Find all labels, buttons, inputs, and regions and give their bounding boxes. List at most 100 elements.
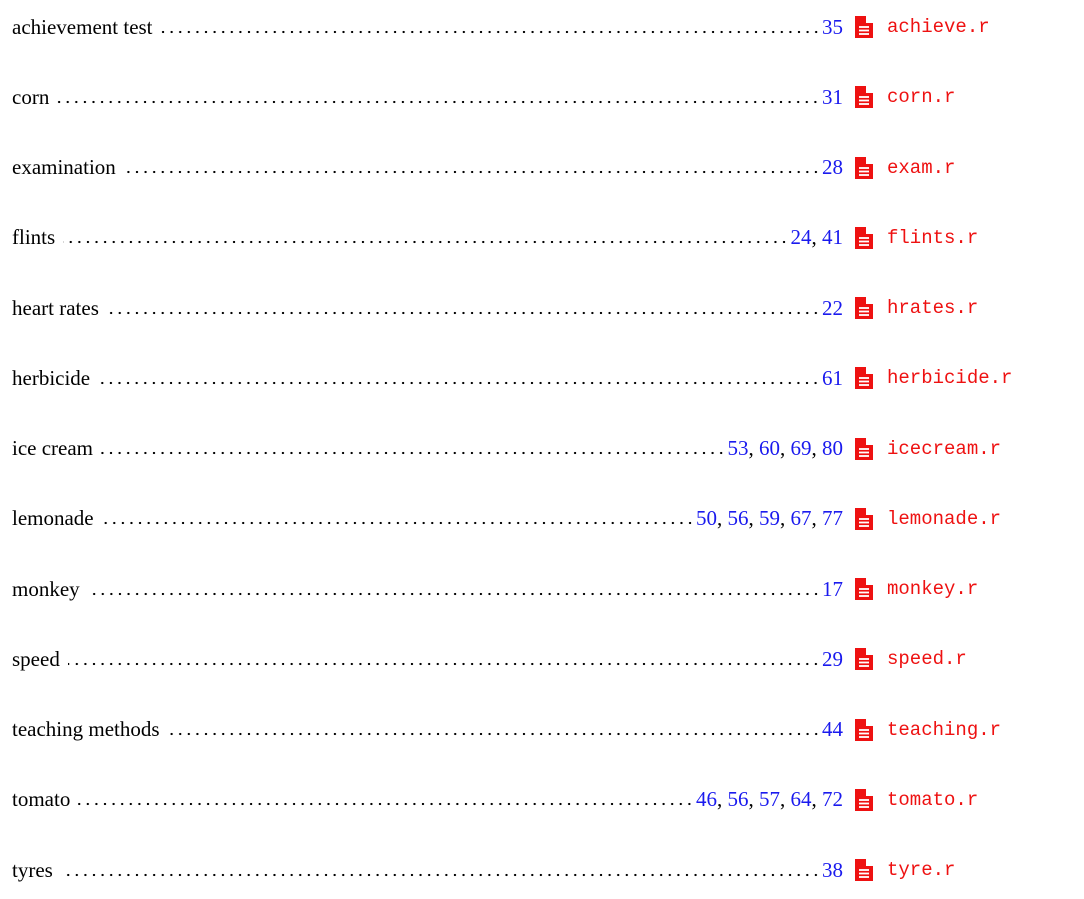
file-icon-fold — [866, 508, 873, 515]
page-list: 29 — [822, 647, 843, 672]
dot-leader — [98, 380, 820, 385]
entry-text: corn 31 — [12, 85, 843, 110]
file-link[interactable]: corn.r — [887, 86, 956, 109]
file-icon-line — [859, 451, 869, 453]
file-icon-line — [859, 735, 869, 738]
file-icon-line — [859, 314, 869, 316]
entry-name: tomato — [12, 787, 71, 812]
file-link[interactable]: monkey.r — [887, 578, 979, 600]
page-link[interactable]: 44 — [822, 717, 843, 741]
index-entry: tomato 4656576472 tomato.r — [12, 785, 1072, 815]
file-icon-line — [859, 103, 869, 106]
file-link[interactable]: teaching.r — [887, 718, 1002, 741]
page-link[interactable]: 17 — [822, 576, 843, 601]
file-icon-line — [859, 665, 869, 668]
page-list: 28 — [822, 155, 843, 180]
entry-name: lemonade — [12, 506, 94, 531]
page-link[interactable]: 61 — [822, 365, 843, 390]
file-icon-line — [859, 876, 869, 878]
file-icon — [855, 156, 873, 179]
entry-text: monkey 17 — [12, 577, 843, 602]
file-link[interactable]: speed.r — [887, 648, 967, 671]
file-link[interactable]: exam.r — [887, 156, 956, 179]
index-entry: heart rates 22 hrates.r — [12, 293, 1072, 323]
file-link[interactable]: achieve.r — [887, 16, 990, 38]
file-icon-line — [859, 236, 869, 239]
file-icon-fold — [866, 859, 873, 866]
entry-text: lemonade 5056596777 — [12, 506, 843, 531]
page-link[interactable]: 35 — [822, 14, 843, 39]
entry-text: tomato 4656576472 — [12, 787, 843, 812]
file-link[interactable]: lemonade.r — [887, 507, 1002, 530]
page-link[interactable]: 72 — [812, 787, 844, 811]
file-icon-line — [859, 805, 869, 808]
file-link[interactable]: icecream.r — [887, 437, 1002, 460]
file-icon-line — [859, 170, 869, 172]
file-icon-line — [859, 29, 869, 32]
dot-leader — [78, 802, 694, 807]
file-icon-line — [859, 591, 869, 594]
file-icon-fold — [866, 86, 873, 94]
index-entry: tyres 38 tyre.r — [12, 855, 1072, 885]
page-list: 31 — [822, 85, 843, 110]
dot-leader — [101, 521, 694, 526]
dot-leader — [60, 872, 820, 877]
entry-name: flints — [12, 225, 56, 250]
page-link[interactable]: 50 — [696, 506, 717, 531]
page-link[interactable]: 56 — [717, 506, 749, 530]
page-list: 53606980 — [728, 436, 844, 461]
page-link[interactable]: 31 — [822, 84, 843, 109]
page-link[interactable]: 29 — [822, 646, 843, 671]
entry-name: teaching methods — [12, 717, 160, 741]
entry-text: speed 29 — [12, 647, 843, 672]
page-link[interactable]: 64 — [780, 787, 812, 811]
file-link[interactable]: tomato.r — [887, 788, 979, 811]
file-icon — [855, 437, 873, 460]
page-link[interactable]: 57 — [749, 787, 781, 811]
file-icon — [855, 86, 873, 109]
file-icon-line — [859, 517, 869, 520]
entry-name: tyres — [12, 857, 53, 882]
file-icon-line — [859, 521, 869, 524]
page-link[interactable]: 60 — [749, 436, 781, 460]
file-link[interactable]: hrates.r — [887, 297, 979, 319]
file-icon-line — [859, 243, 869, 246]
page-link[interactable]: 67 — [780, 506, 812, 530]
file-icon — [855, 859, 873, 881]
file-icon-line — [859, 658, 869, 661]
page-link[interactable]: 56 — [717, 787, 749, 811]
file-link[interactable]: herbicide.r — [887, 367, 1013, 390]
index-entry: lemonade 5056596777 lemonade.r — [12, 504, 1072, 534]
dot-leader — [87, 591, 820, 596]
page-link[interactable]: 77 — [812, 506, 844, 530]
page-link[interactable]: 59 — [749, 506, 781, 530]
page-link[interactable]: 41 — [812, 225, 844, 249]
page-link[interactable]: 22 — [822, 295, 843, 320]
page-list: 17 — [822, 577, 843, 602]
index-entry: flints 2441 flints.r — [12, 223, 1072, 253]
page-link[interactable]: 24 — [790, 225, 812, 250]
page-link[interactable]: 80 — [812, 436, 844, 460]
file-icon-line — [859, 99, 869, 102]
entry-name: examination — [12, 155, 116, 179]
index-entry: corn 31 corn.r — [12, 82, 1072, 112]
file-icon-line — [859, 595, 869, 597]
page-link[interactable]: 46 — [696, 787, 717, 812]
page-link[interactable]: 28 — [822, 155, 843, 179]
file-icon-fold — [866, 648, 873, 656]
file-icon — [855, 718, 873, 741]
file-link[interactable]: flints.r — [887, 226, 979, 249]
entry-name: corn — [12, 84, 50, 109]
file-icon — [855, 507, 873, 530]
page-list: 22 — [822, 296, 843, 321]
page-link[interactable]: 69 — [780, 436, 812, 460]
dot-leader — [63, 240, 789, 245]
page-link[interactable]: 53 — [727, 436, 749, 460]
entry-text: tyres 38 — [12, 858, 843, 883]
page-list: 4656576472 — [696, 787, 843, 812]
page-link[interactable]: 38 — [822, 857, 843, 882]
index-entry: achievement test 35 achieve.r — [12, 12, 1072, 42]
file-link[interactable]: tyre.r — [887, 859, 956, 881]
file-icon-line — [859, 384, 869, 387]
